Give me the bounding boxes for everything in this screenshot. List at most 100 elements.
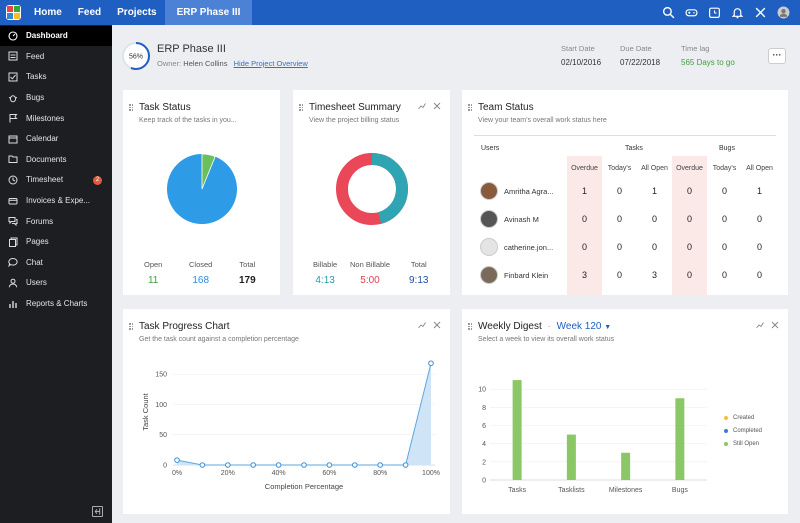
bar bbox=[675, 398, 685, 480]
sidebar-item-reports[interactable]: Reports & Charts bbox=[0, 293, 112, 314]
nav-home[interactable]: Home bbox=[34, 7, 62, 18]
drag-handle-icon[interactable] bbox=[299, 104, 303, 111]
user-avatar[interactable] bbox=[777, 6, 790, 19]
gamepad-icon[interactable] bbox=[685, 6, 698, 19]
sidebar-item-timesheet[interactable]: Timesheet 2 bbox=[0, 170, 112, 191]
table-cell[interactable]: 3 bbox=[651, 270, 657, 280]
project-progress-ring: 56% bbox=[122, 42, 150, 70]
table-cell[interactable]: 0 bbox=[756, 270, 762, 280]
x-tick-label: Tasks bbox=[508, 487, 526, 494]
sidebar-item-label: Calendar bbox=[26, 134, 59, 144]
user-name[interactable]: Amritha Agra... bbox=[504, 187, 554, 196]
area-fill bbox=[177, 363, 431, 465]
table-cell[interactable]: 0 bbox=[651, 214, 657, 224]
sidebar-item-chat[interactable]: Chat bbox=[0, 252, 112, 273]
chart-icon[interactable] bbox=[418, 102, 426, 110]
table-row[interactable]: Amritha Agra... 1 0 1 0 0 1 bbox=[462, 180, 788, 204]
sidebar-item-tasks[interactable]: Tasks bbox=[0, 67, 112, 88]
legend-dot bbox=[724, 441, 728, 446]
table-cell[interactable]: 1 bbox=[756, 186, 762, 196]
x-tick-label: 20% bbox=[221, 470, 235, 477]
sidebar-item-bugs[interactable]: Bugs bbox=[0, 87, 112, 108]
top-bar: Home Feed Projects ERP Phase III bbox=[0, 0, 800, 25]
table-row[interactable]: Finbard Klein 3 0 3 0 0 0 bbox=[462, 264, 788, 288]
data-point bbox=[199, 462, 206, 468]
y-tick-label: 0 bbox=[163, 463, 167, 470]
table-cell[interactable]: 0 bbox=[686, 214, 692, 224]
table-row[interactable]: catherine.jon... 0 0 0 0 0 0 bbox=[462, 236, 788, 260]
y-tick-label: 100 bbox=[155, 402, 167, 409]
table-cell[interactable]: 0 bbox=[616, 214, 622, 224]
column-header: Overdue bbox=[676, 165, 703, 172]
user-name[interactable]: Avinash M bbox=[504, 215, 539, 224]
data-point bbox=[352, 462, 358, 468]
table-cell[interactable]: 0 bbox=[756, 242, 762, 252]
legend-created: Created bbox=[724, 411, 762, 424]
collapse-sidebar-button[interactable] bbox=[92, 506, 103, 517]
table-cell[interactable]: 0 bbox=[581, 214, 587, 224]
nav-feed[interactable]: Feed bbox=[77, 7, 102, 18]
app-logo[interactable] bbox=[0, 0, 26, 25]
drag-handle-icon[interactable] bbox=[468, 323, 472, 330]
sidebar-item-dashboard[interactable]: Dashboard bbox=[0, 25, 112, 47]
table-cell[interactable]: 1 bbox=[581, 186, 587, 196]
time-lag-label: Time lag bbox=[681, 44, 710, 53]
y-tick-label: 8 bbox=[482, 405, 486, 412]
table-cell[interactable]: 0 bbox=[721, 270, 727, 280]
bell-icon[interactable] bbox=[731, 6, 744, 19]
chat-icon bbox=[8, 258, 18, 268]
sidebar-item-documents[interactable]: Documents bbox=[0, 149, 112, 170]
table-cell[interactable]: 0 bbox=[686, 242, 692, 252]
drag-handle-icon[interactable] bbox=[468, 104, 472, 111]
start-date-label: Start Date bbox=[561, 44, 595, 53]
timer-icon[interactable] bbox=[708, 6, 721, 19]
drag-handle-icon[interactable] bbox=[129, 104, 133, 111]
card-tools bbox=[418, 102, 441, 110]
tasks-header: Tasks bbox=[625, 145, 643, 152]
table-cell[interactable]: 0 bbox=[721, 214, 727, 224]
pages-icon bbox=[9, 237, 18, 247]
table-cell[interactable]: 0 bbox=[651, 242, 657, 252]
drag-handle-icon[interactable] bbox=[129, 323, 133, 330]
chart-icon[interactable] bbox=[756, 321, 764, 329]
sidebar-item-calendar[interactable]: Calendar bbox=[0, 128, 112, 149]
tools-icon[interactable] bbox=[754, 6, 767, 19]
chart-icon[interactable] bbox=[418, 321, 426, 329]
sidebar-item-users[interactable]: Users bbox=[0, 273, 112, 294]
more-options-button[interactable]: ··· bbox=[768, 48, 786, 64]
table-cell[interactable]: 0 bbox=[616, 242, 622, 252]
user-name[interactable]: Finbard Klein bbox=[504, 271, 549, 280]
sidebar-item-feed[interactable]: Feed bbox=[0, 46, 112, 67]
sidebar-item-milestones[interactable]: Milestones bbox=[0, 108, 112, 129]
nav-projects[interactable]: Projects bbox=[117, 7, 157, 18]
close-icon[interactable] bbox=[433, 321, 441, 329]
sidebar-item-invoices[interactable]: Invoices & Expe... bbox=[0, 190, 112, 211]
table-cell[interactable]: 0 bbox=[756, 214, 762, 224]
table-cell[interactable]: 0 bbox=[721, 242, 727, 252]
sidebar-item-forums[interactable]: Forums bbox=[0, 211, 112, 232]
avatar bbox=[480, 266, 498, 284]
search-icon[interactable] bbox=[662, 6, 675, 19]
user-name[interactable]: catherine.jon... bbox=[504, 243, 554, 252]
table-cell[interactable]: 0 bbox=[686, 270, 692, 280]
table-cell[interactable]: 0 bbox=[581, 242, 587, 252]
timesheet-total-value: 9:13 bbox=[409, 275, 429, 286]
nav-current-project[interactable]: ERP Phase III bbox=[164, 0, 253, 25]
table-cell[interactable]: 0 bbox=[721, 186, 727, 196]
sidebar-item-pages[interactable]: Pages bbox=[0, 231, 112, 252]
chevron-down-icon[interactable]: ▼ bbox=[604, 324, 612, 331]
hide-overview-link[interactable]: Hide Project Overview bbox=[233, 59, 308, 68]
close-icon[interactable] bbox=[433, 102, 441, 110]
table-cell[interactable]: 0 bbox=[616, 270, 622, 280]
close-icon[interactable] bbox=[771, 321, 779, 329]
table-cell[interactable]: 1 bbox=[651, 186, 657, 196]
x-tick-label: 60% bbox=[322, 470, 336, 477]
bar bbox=[512, 380, 522, 480]
task-progress-card: Task Progress Chart Get the task count a… bbox=[123, 309, 450, 514]
table-cell[interactable]: 3 bbox=[581, 270, 587, 280]
table-row[interactable]: Avinash M 0 0 0 0 0 0 bbox=[462, 208, 788, 232]
table-cell[interactable]: 0 bbox=[686, 186, 692, 196]
bar bbox=[566, 434, 576, 480]
table-cell[interactable]: 0 bbox=[616, 186, 622, 196]
week-selector[interactable]: Week 120 bbox=[556, 321, 602, 332]
